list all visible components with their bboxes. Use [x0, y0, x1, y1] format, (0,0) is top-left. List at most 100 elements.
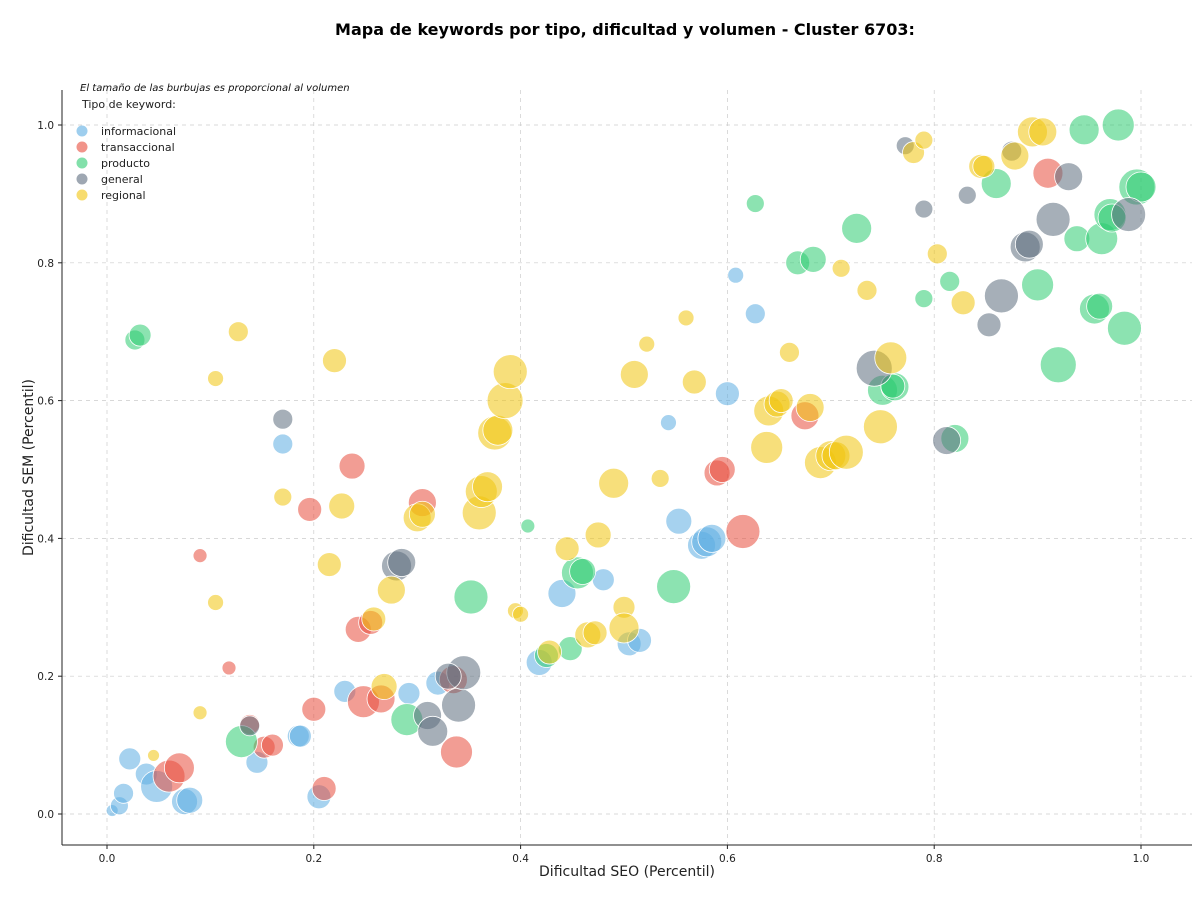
data-point[interactable] — [472, 471, 503, 503]
data-point[interactable] — [192, 705, 208, 721]
data-point[interactable] — [799, 245, 827, 273]
data-point[interactable] — [598, 467, 630, 499]
data-point[interactable] — [163, 752, 195, 784]
data-point[interactable] — [288, 724, 312, 748]
data-point[interactable] — [453, 579, 489, 615]
data-point[interactable] — [1054, 162, 1084, 192]
data-point[interactable] — [665, 507, 693, 535]
data-point[interactable] — [914, 130, 934, 150]
data-point[interactable] — [227, 321, 249, 343]
data-point[interactable] — [939, 271, 961, 292]
data-point[interactable] — [745, 194, 765, 213]
data-point[interactable] — [750, 431, 784, 464]
data-point[interactable] — [856, 279, 878, 301]
data-point[interactable] — [863, 409, 898, 445]
data-point[interactable] — [441, 687, 476, 723]
data-point[interactable] — [554, 536, 580, 562]
data-point[interactable] — [387, 548, 417, 577]
data-point[interactable] — [779, 341, 800, 363]
data-point[interactable] — [512, 605, 529, 623]
data-point[interactable] — [361, 606, 387, 632]
data-point[interactable] — [147, 749, 160, 762]
data-point[interactable] — [1111, 197, 1146, 232]
data-point[interactable] — [311, 776, 337, 801]
data-point[interactable] — [434, 662, 462, 690]
data-point[interactable] — [520, 518, 536, 534]
data-point[interactable] — [1000, 141, 1030, 171]
data-point[interactable] — [831, 258, 851, 278]
data-point[interactable] — [322, 348, 347, 374]
data-point[interactable] — [656, 569, 692, 605]
data-point[interactable] — [932, 426, 962, 455]
data-point[interactable] — [727, 266, 745, 284]
data-point[interactable] — [914, 199, 934, 219]
data-point[interactable] — [697, 524, 727, 553]
data-point[interactable] — [1086, 292, 1114, 320]
data-point[interactable] — [957, 185, 977, 205]
data-point[interactable] — [984, 278, 1019, 314]
data-point[interactable] — [715, 381, 740, 407]
data-point[interactable] — [417, 715, 449, 747]
data-point[interactable] — [113, 782, 134, 804]
data-point[interactable] — [708, 456, 736, 483]
data-point[interactable] — [1125, 171, 1157, 203]
data-point[interactable] — [584, 521, 612, 549]
data-point[interactable] — [1035, 201, 1071, 237]
data-point[interactable] — [297, 497, 323, 522]
data-point[interactable] — [569, 558, 597, 585]
data-point[interactable] — [207, 594, 224, 611]
data-point[interactable] — [1039, 346, 1077, 384]
data-point[interactable] — [1068, 114, 1100, 146]
data-point[interactable] — [273, 487, 293, 507]
data-point[interactable] — [725, 514, 761, 549]
data-point[interactable] — [976, 312, 1002, 338]
data-point[interactable] — [537, 639, 562, 665]
data-point[interactable] — [1107, 310, 1142, 346]
data-point[interactable] — [744, 303, 766, 325]
data-point[interactable] — [972, 154, 996, 178]
data-point[interactable] — [1028, 117, 1058, 147]
data-point[interactable] — [272, 433, 294, 455]
data-point[interactable] — [239, 715, 261, 737]
data-point[interactable] — [926, 243, 948, 265]
data-point[interactable] — [619, 360, 649, 389]
data-point[interactable] — [376, 575, 406, 605]
data-point[interactable] — [768, 388, 794, 414]
data-point[interactable] — [950, 290, 976, 316]
data-point[interactable] — [316, 552, 342, 577]
data-point[interactable] — [1021, 268, 1054, 302]
data-point[interactable] — [118, 747, 142, 771]
data-point[interactable] — [338, 452, 366, 480]
data-point[interactable] — [370, 673, 398, 700]
data-point[interactable] — [221, 660, 237, 676]
data-point[interactable] — [261, 733, 284, 757]
data-point[interactable] — [272, 408, 294, 430]
data-point[interactable] — [677, 309, 695, 327]
data-point[interactable] — [795, 393, 825, 422]
data-point[interactable] — [650, 469, 670, 488]
data-point[interactable] — [841, 212, 873, 244]
data-point[interactable] — [328, 492, 356, 520]
data-point[interactable] — [128, 323, 152, 347]
data-point[interactable] — [1014, 229, 1044, 259]
data-point[interactable] — [828, 434, 864, 470]
data-point[interactable] — [440, 735, 473, 769]
data-point[interactable] — [582, 620, 608, 646]
data-point[interactable] — [1101, 108, 1135, 142]
data-point[interactable] — [482, 414, 514, 446]
data-point[interactable] — [914, 289, 934, 309]
data-point[interactable] — [408, 500, 436, 528]
data-point[interactable] — [638, 335, 656, 353]
data-point[interactable] — [192, 548, 208, 564]
data-point[interactable] — [207, 370, 224, 387]
y-tick-label: 0.2 — [37, 671, 54, 683]
data-point[interactable] — [492, 354, 528, 390]
data-point[interactable] — [681, 369, 707, 395]
data-point[interactable] — [660, 414, 677, 432]
data-point[interactable] — [608, 612, 640, 644]
data-point[interactable] — [176, 786, 204, 814]
x-tick-label: 0.0 — [99, 853, 116, 865]
data-point[interactable] — [301, 696, 327, 722]
data-point[interactable] — [397, 682, 421, 705]
data-point[interactable] — [874, 341, 908, 375]
